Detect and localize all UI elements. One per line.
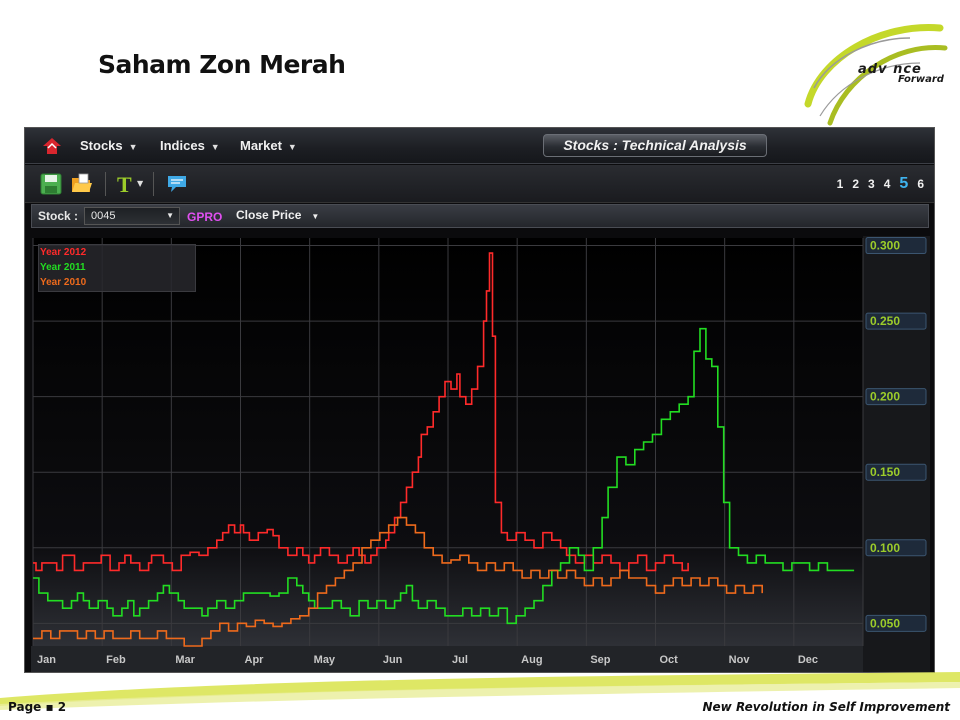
menu-stocks[interactable]: Stocks ▼ <box>80 138 138 153</box>
logo-subtext: Forward <box>898 74 944 85</box>
page-selector: 1 2 3 4 5 6 <box>837 176 924 192</box>
page-number: Page ▪ 2 <box>8 700 67 714</box>
chevron-down-icon: ▼ <box>166 211 174 220</box>
toolbar-separator <box>153 172 154 196</box>
price-type-dropdown[interactable]: Close Price ▼ <box>236 208 320 222</box>
stock-code-dropdown[interactable]: 0045 ▼ <box>84 207 180 225</box>
y-tick-box <box>865 237 927 255</box>
chart-svg: 0.300 0.250 0.200 0.150 0.100 0.050 Jan Feb Mar A… <box>31 236 930 672</box>
x-tick-label-jul: Jul <box>452 654 468 666</box>
x-tick-label-jun: Jun <box>383 654 403 666</box>
toolbar-separator <box>105 172 106 196</box>
series-line-year-2012 <box>33 252 689 572</box>
save-icon[interactable] <box>39 172 63 196</box>
y-tick-box <box>865 388 927 406</box>
open-folder-icon[interactable] <box>70 172 94 196</box>
advance-forward-logo <box>804 24 948 126</box>
x-tick-label-dec: Dec <box>798 654 818 666</box>
menu-market[interactable]: Market ▼ <box>240 138 297 153</box>
y-tick-label: 0.050 <box>870 616 900 630</box>
x-tick-label-aug: Aug <box>521 654 542 666</box>
x-axis-strip <box>31 646 863 672</box>
page-3-button[interactable]: 3 <box>868 177 875 191</box>
y-tick-box <box>865 312 927 330</box>
y-tick-box <box>865 614 927 632</box>
x-tick-label-feb: Feb <box>106 654 126 666</box>
y-tick-label: 0.100 <box>870 541 900 555</box>
chart-legend: Year 2012 Year 2011 Year 2010 <box>38 244 196 292</box>
menu-indices[interactable]: Indices ▼ <box>160 138 220 153</box>
svg-text:▼: ▼ <box>137 179 144 188</box>
comment-icon[interactable] <box>165 172 189 196</box>
y-axis-strip <box>863 236 930 672</box>
y-tick-label: 0.300 <box>870 239 900 253</box>
x-tick-label-jan: Jan <box>37 654 56 666</box>
price-chart: 0.300 0.250 0.200 0.150 0.100 0.050 Jan Feb Mar A… <box>31 236 930 672</box>
chevron-down-icon: ▼ <box>210 142 220 152</box>
x-tick-label-nov: Nov <box>729 654 751 666</box>
logo-text: adv nce <box>858 62 922 77</box>
x-tick-label-sep: Sep <box>590 654 610 666</box>
y-tick-box <box>865 463 927 481</box>
page-5-button[interactable]: 5 <box>899 175 909 192</box>
series-line-year-2010 <box>33 516 763 647</box>
text-tool-icon[interactable]: T ▼ <box>115 172 149 196</box>
toolbar: T ▼ 1 2 3 4 5 6 <box>25 165 934 203</box>
y-tick-label: 0.150 <box>870 465 900 479</box>
chevron-down-icon: ▼ <box>311 212 320 221</box>
page-6-button[interactable]: 6 <box>917 177 924 191</box>
page-4-button[interactable]: 4 <box>883 177 891 191</box>
chevron-down-icon: ▼ <box>128 142 138 152</box>
stocks-app-window: Stocks ▼ Indices ▼ Market ▼ Stocks : Techni… <box>24 127 935 673</box>
y-tick-label: 0.250 <box>870 314 900 328</box>
stock-label: Stock : <box>38 209 79 223</box>
series-line-year-2011 <box>33 327 855 625</box>
chevron-down-icon: ▼ <box>287 142 297 152</box>
legend-year-2010: Year 2010 <box>40 277 87 288</box>
y-tick-label: 0.200 <box>870 390 900 404</box>
stock-name: GPRO <box>187 210 223 224</box>
legend-year-2011: Year 2011 <box>40 262 86 273</box>
app-logo-icon <box>43 138 61 154</box>
stock-selector-bar: Stock : 0045 ▼ GPRO Close Price ▼ <box>31 204 929 228</box>
y-tick-box <box>865 539 927 557</box>
x-tick-label-oct: Oct <box>660 654 679 666</box>
page-2-button[interactable]: 2 <box>852 177 860 191</box>
x-tick-label-mar: Mar <box>175 654 195 666</box>
legend-year-2012: Year 2012 <box>40 247 87 258</box>
menu-bar: Stocks ▼ Indices ▼ Market ▼ Stocks : Techni… <box>25 128 934 164</box>
x-tick-label-may: May <box>314 654 336 666</box>
page-1-button[interactable]: 1 <box>836 177 844 191</box>
slide-title: Saham Zon Merah <box>98 50 346 79</box>
tagline: New Revolution in Self Improvement <box>702 700 951 714</box>
svg-text:T: T <box>117 172 132 196</box>
footer-wave <box>0 672 960 710</box>
x-tick-label-apr: Apr <box>245 654 265 666</box>
panel-title: Stocks : Technical Analysis <box>543 134 767 157</box>
